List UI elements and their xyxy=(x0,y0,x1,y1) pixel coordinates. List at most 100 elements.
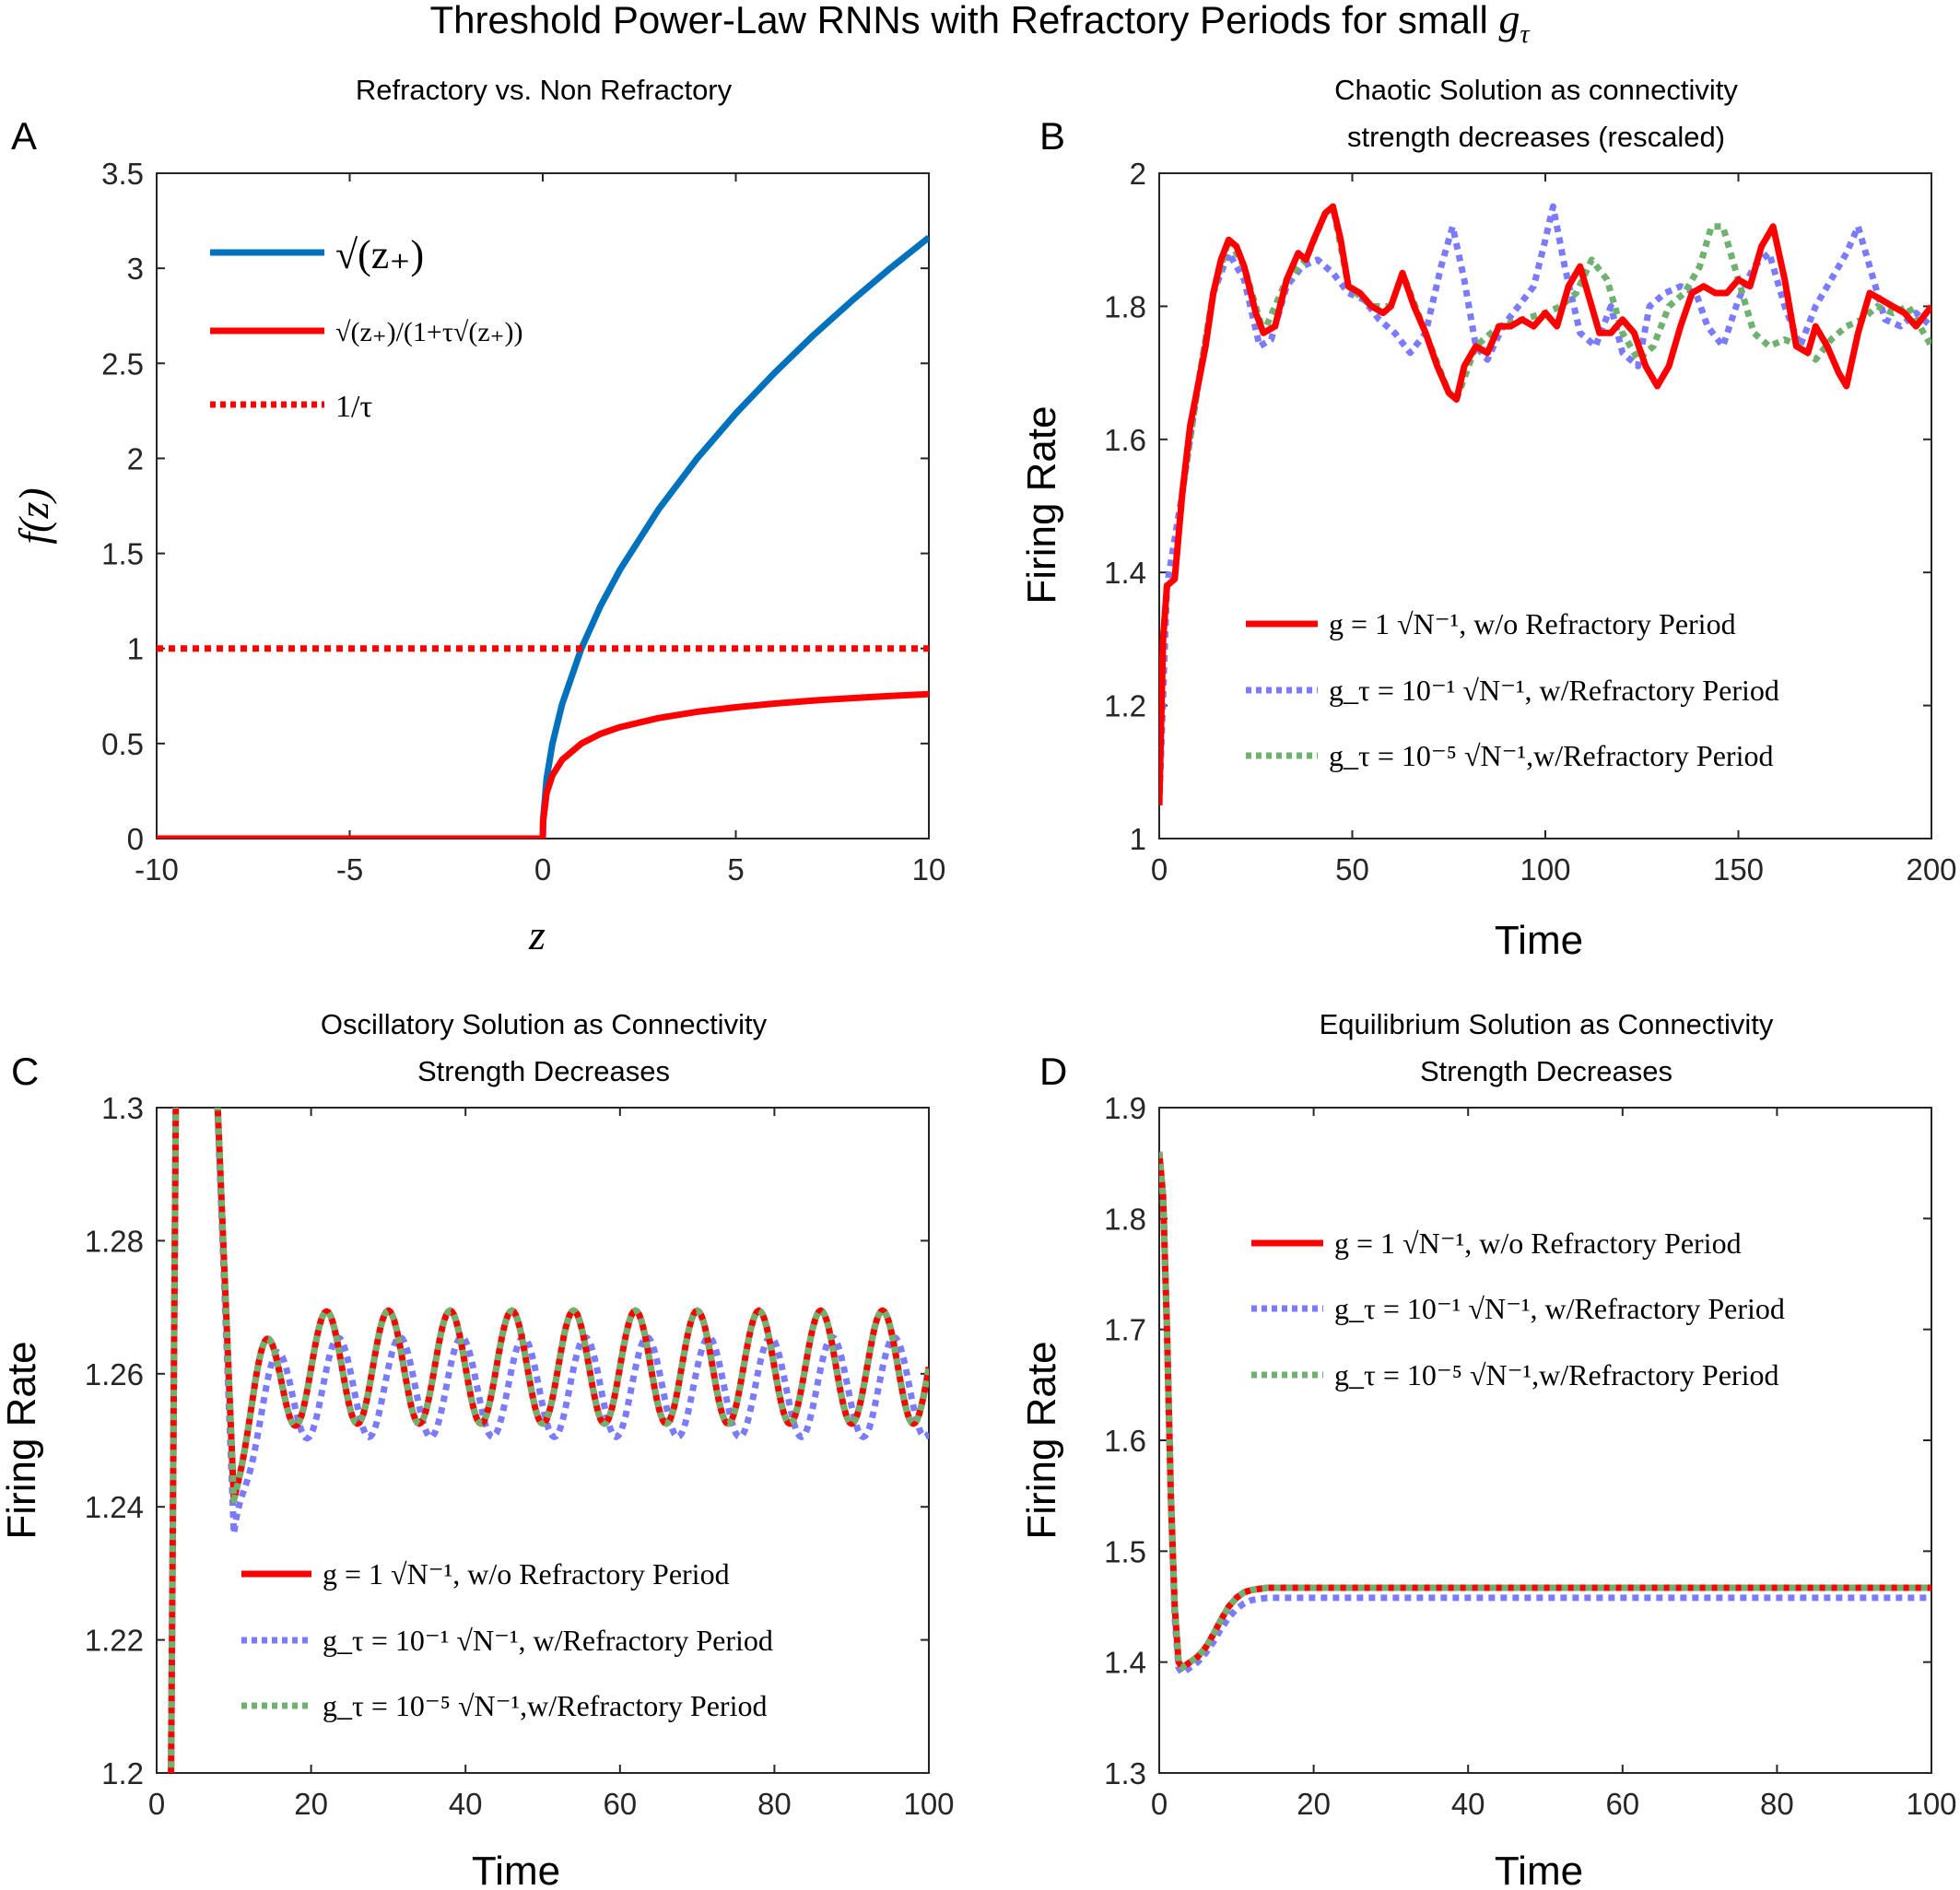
y-tick-label: 0.5 xyxy=(101,727,144,761)
x-tick-label: 80 xyxy=(1760,1787,1794,1821)
panel-d-title-line2: Strength Decreases xyxy=(1420,1055,1672,1087)
y-tick-label: 1.6 xyxy=(1104,423,1146,457)
x-tick-label: 80 xyxy=(757,1787,792,1821)
y-tick-label: 1.4 xyxy=(1104,1646,1146,1680)
figure-title-text: Threshold Power-Law RNNs with Refractory… xyxy=(429,0,1498,41)
y-tick-label: 1.5 xyxy=(1104,1534,1146,1568)
panel-b-ticks: 0 50 100 150 200 1 1.2 1.4 1.6 1.8 2 xyxy=(1104,157,1956,886)
panel-d-title-line1: Equilibrium Solution as Connectivity xyxy=(1320,1008,1774,1040)
legend-d-label-2: g_τ = 10⁻¹ √N⁻¹, w/Refractory Period xyxy=(1334,1292,1785,1325)
panel-a-xlabel: z xyxy=(528,911,546,958)
series-line-a-2 xyxy=(157,690,929,839)
panel-d-axes xyxy=(1158,1107,1932,1774)
panel-c-axes xyxy=(156,1107,930,1774)
y-tick-label: 1.6 xyxy=(1104,1424,1146,1458)
x-tick-label: 20 xyxy=(294,1787,328,1821)
figure-title: Threshold Power-Law RNNs with Refractory… xyxy=(429,0,1530,49)
x-tick-label: 50 xyxy=(1335,852,1369,886)
x-tick-label: 200 xyxy=(1906,852,1956,886)
panel-a-series xyxy=(157,234,929,839)
panel-c-ylabel: Firing Rate xyxy=(0,1341,44,1539)
x-tick-label: 0 xyxy=(1151,1787,1168,1821)
y-tick-label: 2 xyxy=(1130,157,1146,191)
panel-b-xlabel: Time xyxy=(1495,918,1583,963)
y-tick-label: 1.2 xyxy=(101,1756,144,1790)
panel-d-ylabel: Firing Rate xyxy=(1019,1341,1064,1539)
panel-c-ticks: 0 20 40 60 80 100 1.2 1.22 1.24 1.26 1.28 1.3 xyxy=(85,1091,955,1821)
legend-a-label-refractory: √(z₊)/(1+τ√(z₊)) xyxy=(335,317,522,347)
x-tick-label: 60 xyxy=(603,1787,637,1821)
panel-letter-d: D xyxy=(1039,1050,1067,1093)
panel-letter-a: A xyxy=(11,114,37,158)
x-tick-label: 40 xyxy=(1451,1787,1485,1821)
panel-b-title-line2: strength decreases (rescaled) xyxy=(1347,121,1725,153)
legend-c-label-1: g = 1 √N⁻¹, w/o Refractory Period xyxy=(323,1557,730,1591)
figure-title-symbol: g xyxy=(1499,0,1520,42)
y-tick-label: 1.8 xyxy=(1104,1202,1146,1236)
x-tick-label: 20 xyxy=(1297,1787,1331,1821)
y-tick-label: 1.8 xyxy=(1104,289,1146,323)
x-tick-label: 5 xyxy=(727,852,744,886)
panel-d-series xyxy=(1159,1151,1931,1677)
x-tick-label: 100 xyxy=(1520,852,1570,886)
panel-a-axes xyxy=(156,172,930,839)
y-tick-label: 3 xyxy=(127,252,144,286)
panel-d-legend: g = 1 √N⁻¹, w/o Refractory Period g_τ = … xyxy=(1251,1227,1785,1391)
panel-d-xlabel: Time xyxy=(1495,1849,1583,1890)
legend-d-label-3: g_τ = 10⁻⁵ √N⁻¹,w/Refractory Period xyxy=(1334,1358,1778,1391)
panel-a-ticks: -10 -5 0 5 10 0 0.5 1 1.5 2 2.5 3 3.5 xyxy=(101,157,945,886)
panel-a-legend: √(z₊) √(z₊)/(1+τ√(z₊)) 1/τ xyxy=(210,232,522,424)
x-tick-label: 40 xyxy=(449,1787,483,1821)
series-line-d-2 xyxy=(1159,1151,1931,1677)
x-tick-label: 60 xyxy=(1605,1787,1639,1821)
y-tick-label: 1.28 xyxy=(85,1224,144,1258)
legend-d-label-1: g = 1 √N⁻¹, w/o Refractory Period xyxy=(1334,1227,1742,1260)
series-line-c-3 xyxy=(168,1108,929,1773)
panel-c-legend: g = 1 √N⁻¹, w/o Refractory Period g_τ = … xyxy=(241,1557,773,1722)
panel-c-series xyxy=(168,1108,929,1773)
panel-c-xlabel: Time xyxy=(472,1849,560,1890)
y-tick-label: 1.7 xyxy=(1104,1313,1146,1347)
y-tick-label: 0 xyxy=(127,822,144,856)
y-tick-label: 1.4 xyxy=(1104,556,1146,590)
y-tick-label: 1.3 xyxy=(101,1091,144,1125)
y-tick-label: 2.5 xyxy=(101,346,144,381)
legend-c-label-3: g_τ = 10⁻⁵ √N⁻¹,w/Refractory Period xyxy=(323,1689,767,1722)
x-tick-label: 150 xyxy=(1713,852,1764,886)
y-tick-label: 1.26 xyxy=(85,1357,144,1391)
panel-d-ticks: 0 20 40 60 80 100 1.3 1.4 1.5 1.6 1.7 1.8 1.9 xyxy=(1104,1091,1956,1821)
series-line-b-1 xyxy=(1159,203,1931,805)
figure-title-subscript: τ xyxy=(1520,20,1531,49)
legend-b-label-3: g_τ = 10⁻⁵ √N⁻¹,w/Refractory Period xyxy=(1329,739,1773,772)
series-line-c-2 xyxy=(168,1108,929,1773)
panel-a-ylabel: f(z) xyxy=(10,487,57,544)
x-tick-label: 0 xyxy=(148,1787,165,1821)
x-tick-label: 0 xyxy=(1151,852,1168,886)
y-tick-label: 1.2 xyxy=(1104,689,1146,723)
y-tick-label: 1.9 xyxy=(1104,1091,1146,1125)
y-tick-label: 1.5 xyxy=(101,537,144,571)
legend-b-label-2: g_τ = 10⁻¹ √N⁻¹, w/Refractory Period xyxy=(1329,674,1779,707)
panel-b-legend: g = 1 √N⁻¹, w/o Refractory Period g_τ = … xyxy=(1246,607,1779,772)
panel-a-title: Refractory vs. Non Refractory xyxy=(356,74,733,106)
panel-b-series xyxy=(1159,203,1931,806)
x-tick-label: 100 xyxy=(1906,1787,1956,1821)
x-tick-label: 0 xyxy=(534,852,551,886)
legend-a-label-sqrt: √(z₊) xyxy=(335,232,424,277)
panel-a: A Refractory vs. Non Refractory -10 -5 0 5 1… xyxy=(10,74,945,958)
x-tick-label: -5 xyxy=(336,852,363,886)
x-tick-label: 10 xyxy=(912,852,946,886)
legend-c-label-2: g_τ = 10⁻¹ √N⁻¹, w/Refractory Period xyxy=(323,1624,773,1657)
x-tick-label: 100 xyxy=(903,1787,954,1821)
y-tick-label: 1.3 xyxy=(1104,1756,1146,1790)
legend-b-label-1: g = 1 √N⁻¹, w/o Refractory Period xyxy=(1329,607,1736,640)
panel-letter-c: C xyxy=(11,1050,39,1093)
x-tick-label: -10 xyxy=(135,852,179,886)
panel-c: C Oscillatory Solution as Connectivity S… xyxy=(0,1008,955,1890)
panel-letter-b: B xyxy=(1039,114,1065,158)
y-tick-label: 3.5 xyxy=(101,157,144,191)
y-tick-label: 2 xyxy=(127,441,144,475)
panel-b-title-line1: Chaotic Solution as connectivity xyxy=(1334,74,1738,106)
panel-d: D Equilibrium Solution as Connectivity S… xyxy=(1019,1008,1957,1890)
panel-c-title-line1: Oscillatory Solution as Connectivity xyxy=(321,1008,768,1040)
